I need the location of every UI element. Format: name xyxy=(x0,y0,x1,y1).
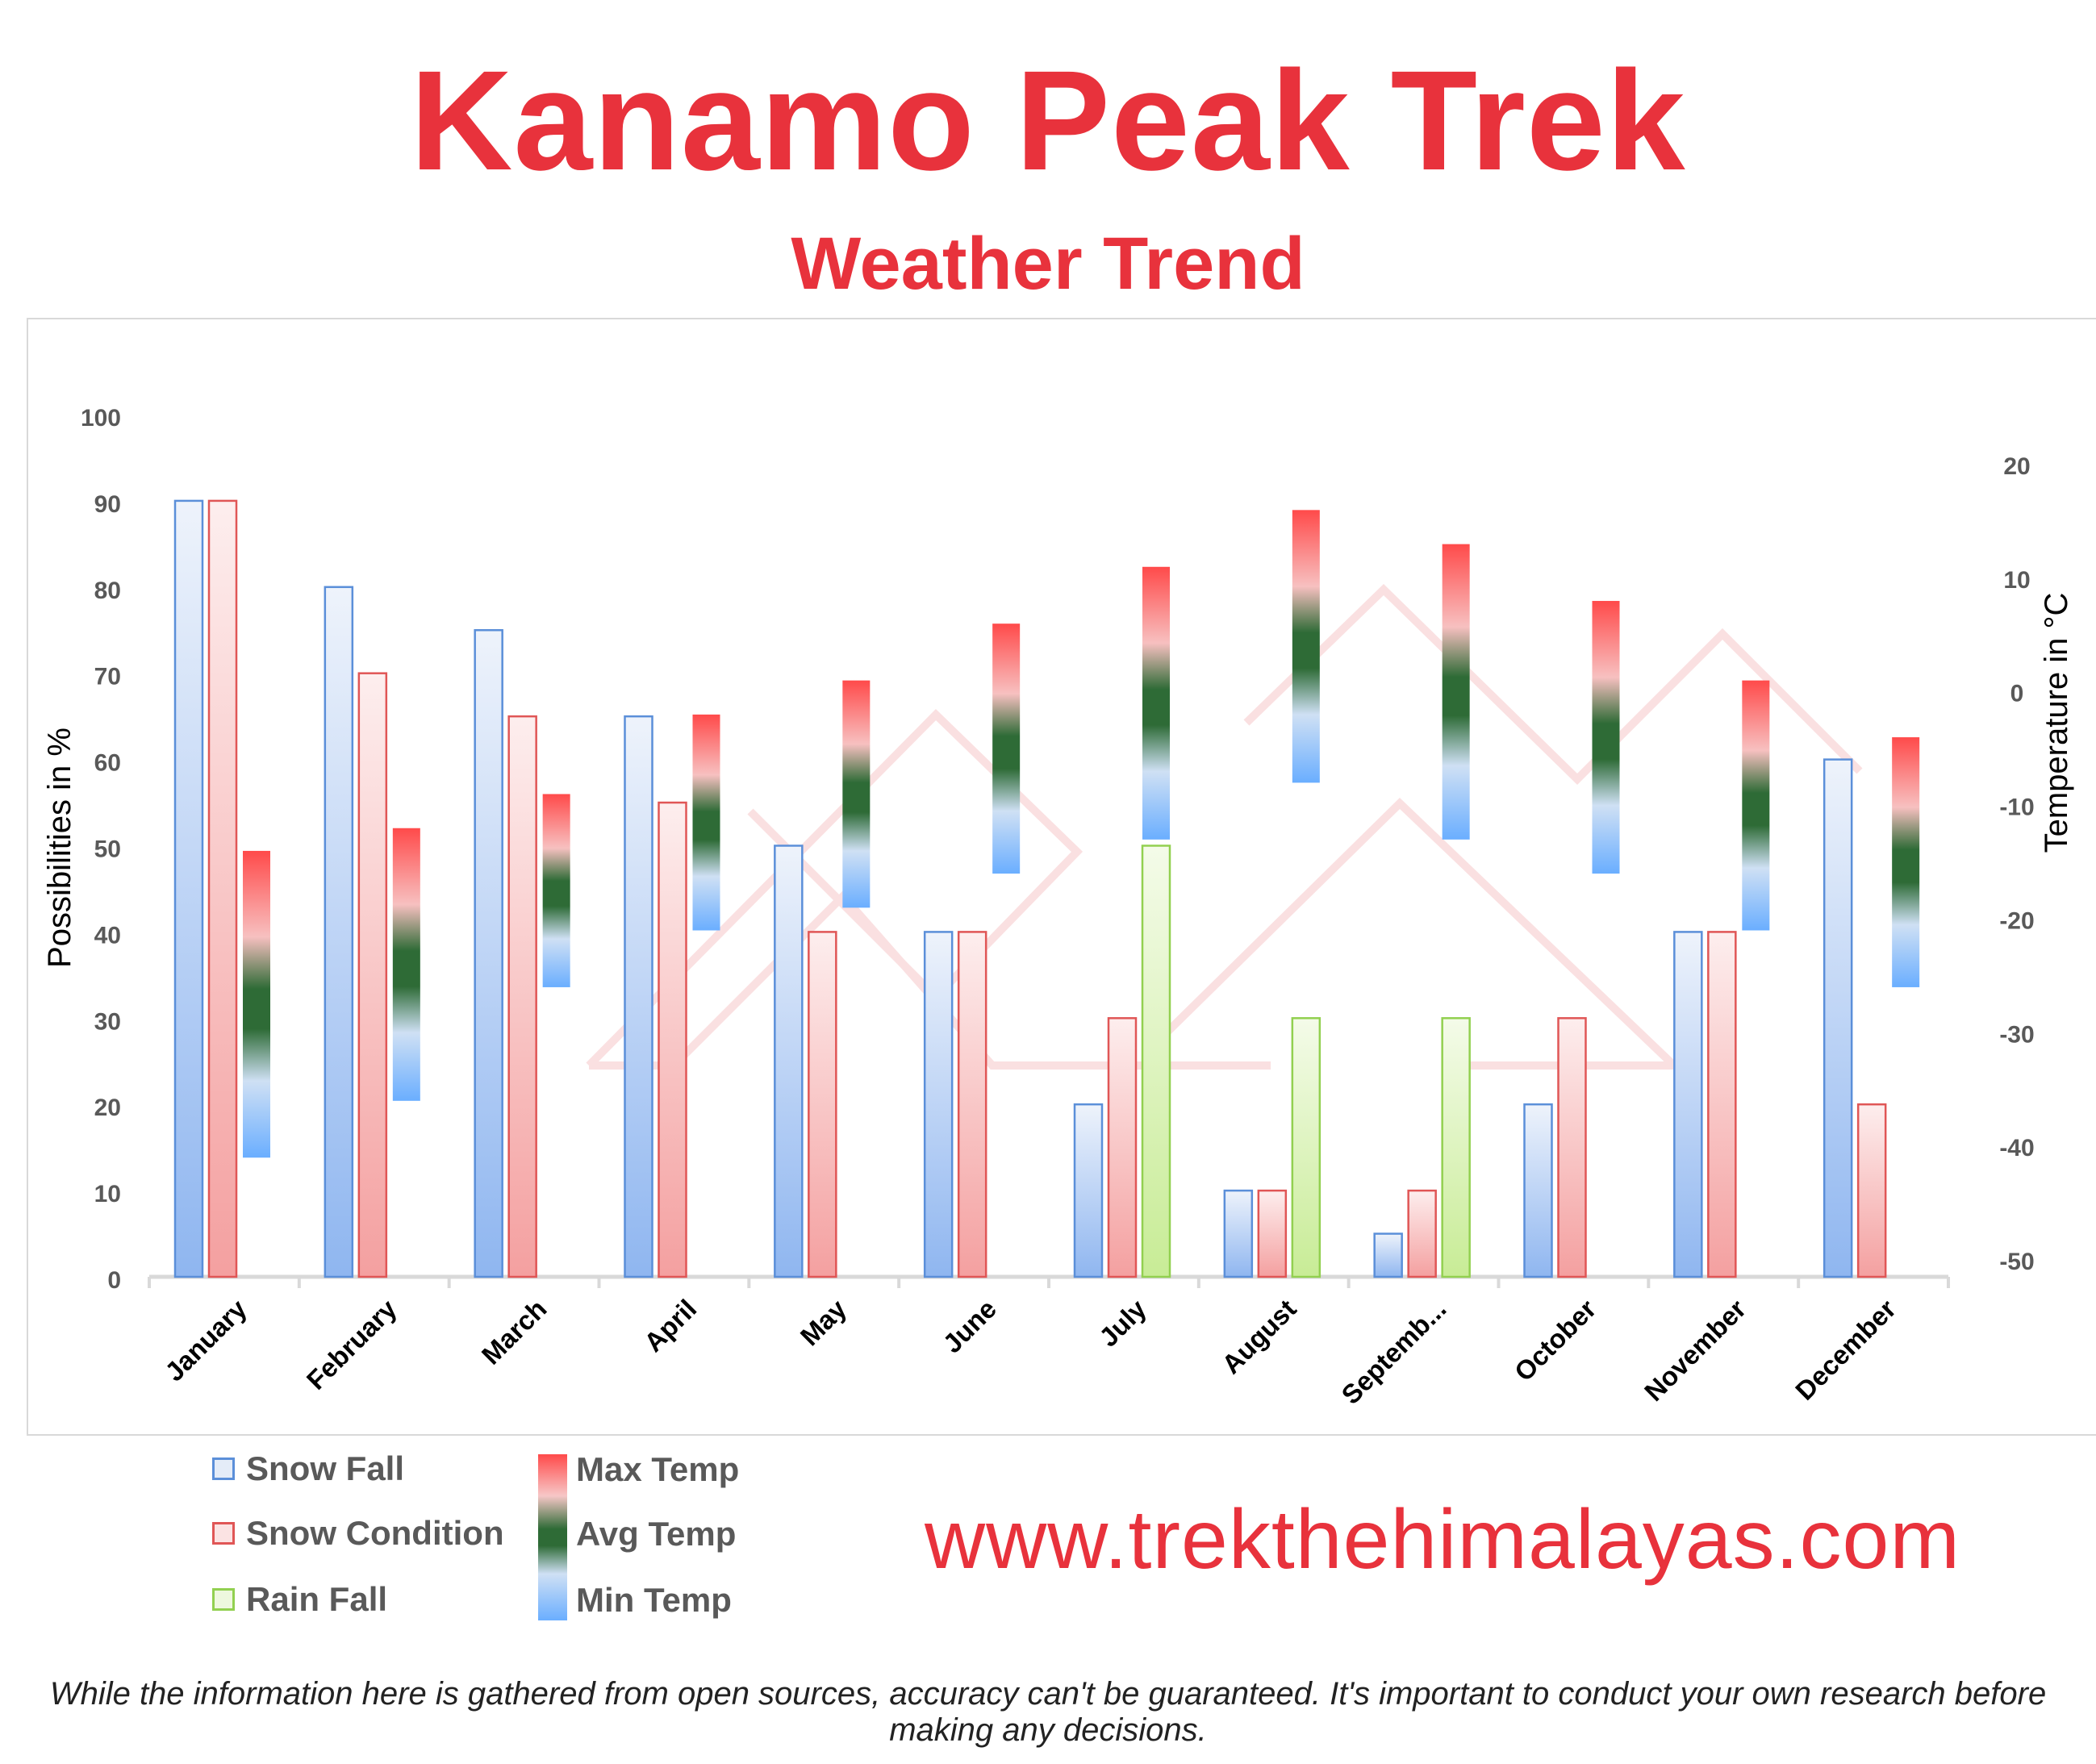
y-tick-label: 50 xyxy=(94,836,121,863)
snow-condition-bar xyxy=(1707,931,1737,1278)
page-subtitle: Weather Trend xyxy=(791,223,1305,305)
temperature-range-bar xyxy=(1892,737,1920,987)
x-tick-label: November xyxy=(1639,1294,1752,1407)
x-tick-label: May xyxy=(795,1293,853,1351)
snow-condition-swatch xyxy=(212,1522,235,1545)
snow-condition-bar xyxy=(357,672,388,1278)
y-tick-label: 70 xyxy=(94,664,121,690)
snow-fall-bar xyxy=(1373,1232,1403,1278)
temperature-range-bar xyxy=(243,850,270,1158)
rain-fall-bar xyxy=(1141,844,1171,1278)
page-title: Kanamo Peak Trek xyxy=(410,42,1686,200)
rain-fall-bar xyxy=(1441,1017,1471,1278)
snow-fall-swatch xyxy=(212,1457,235,1480)
snow-fall-bar xyxy=(774,844,804,1278)
x-tick-label: January xyxy=(159,1293,253,1387)
temperature-range-bar xyxy=(992,623,1021,874)
y-axis-title: Possibilities in % xyxy=(42,728,77,968)
legend-snow-condition: Snow Condition xyxy=(212,1514,504,1553)
x-tick-label: August xyxy=(1216,1294,1302,1380)
legend-rain-fall: Rain Fall xyxy=(212,1580,387,1619)
rain-fall-swatch xyxy=(212,1588,235,1611)
x-tick-label: July xyxy=(1093,1293,1152,1352)
x-tick-label: Septemb... xyxy=(1335,1294,1451,1410)
x-tick-label: December xyxy=(1789,1294,1902,1406)
snow-condition-bar xyxy=(957,931,987,1278)
y2-tick-label: -50 xyxy=(1999,1249,2034,1275)
temperature-legend-gradient xyxy=(538,1454,567,1620)
snow-fall-bar xyxy=(474,629,503,1278)
temperature-range-bar xyxy=(842,680,871,908)
temperature-range-bar xyxy=(1592,601,1620,874)
y-tick-label: 30 xyxy=(94,1008,121,1035)
y-tick-label: 80 xyxy=(94,578,121,604)
snow-condition-bar xyxy=(1856,1103,1887,1278)
x-tick-label: April xyxy=(638,1294,702,1357)
snow-condition-bar xyxy=(1407,1189,1437,1278)
y2-tick-label: -20 xyxy=(1999,907,2034,934)
snow-fall-bar xyxy=(324,586,354,1278)
y-tick-label: 100 xyxy=(81,405,121,432)
temperature-range-bar xyxy=(392,828,420,1101)
website-url: www.trekthehimalayas.com xyxy=(925,1493,1960,1587)
disclaimer: While the information here is gathered f… xyxy=(49,1676,2047,1748)
legend-max-temp: Max Temp xyxy=(576,1450,740,1488)
x-tick-label: October xyxy=(1509,1294,1602,1387)
snow-fall-bar xyxy=(1073,1103,1104,1278)
x-tick-label: March xyxy=(476,1294,553,1370)
snow-fall-bar xyxy=(624,715,653,1278)
y2-tick-label: 0 xyxy=(2010,681,2024,707)
legend-avg-temp: Avg Temp xyxy=(576,1515,737,1553)
bars xyxy=(173,499,1920,1278)
snow-fall-bar xyxy=(923,931,954,1278)
snow-condition-bar xyxy=(207,499,238,1278)
temperature-range-bar xyxy=(1142,566,1170,840)
snow-fall-bar xyxy=(1823,758,1853,1278)
y-tick-label: 60 xyxy=(94,750,121,777)
snow-fall-bar xyxy=(1673,931,1703,1278)
rain-fall-bar xyxy=(1291,1017,1321,1278)
x-tick-label: February xyxy=(301,1293,403,1395)
y2-tick-label: -40 xyxy=(1999,1135,2034,1161)
temperature-range-bar xyxy=(1442,544,1470,840)
chart-area: 0 10 20 30 40 50 60 70 80 90 100 -50 -40 -30 -20 -10 0 10… xyxy=(27,318,2096,1436)
temperature-range-bar xyxy=(1742,680,1770,931)
snow-fall-bar xyxy=(173,499,204,1278)
snow-condition-bar xyxy=(1107,1017,1138,1278)
snow-condition-bar xyxy=(1257,1189,1288,1278)
y2-tick-label: -30 xyxy=(1999,1021,2034,1048)
snow-condition-bar xyxy=(1557,1017,1587,1278)
snow-condition-bar xyxy=(658,801,687,1278)
temperature-range-bar xyxy=(1292,510,1320,783)
legend-snow-fall: Snow Fall xyxy=(212,1449,404,1488)
y-tick-label: 40 xyxy=(94,922,121,949)
y-tick-label: 90 xyxy=(94,491,121,518)
y-tick-label: 0 xyxy=(107,1267,121,1294)
snow-condition-bar xyxy=(808,931,837,1278)
x-tick-label: June xyxy=(937,1294,1002,1359)
y2-tick-label: 10 xyxy=(2003,567,2030,594)
y2-tick-label: 20 xyxy=(2003,453,2030,480)
weather-chart: 0 10 20 30 40 50 60 70 80 90 100 -50 -40 -30 -20 -10 0 10… xyxy=(42,405,2074,1410)
temperature-range-bar xyxy=(692,714,720,931)
y2-axis-title: Temperature in °C xyxy=(2039,593,2074,853)
snow-fall-bar xyxy=(1523,1103,1553,1278)
axes xyxy=(148,1274,1950,1288)
y-tick-label: 20 xyxy=(94,1095,121,1121)
snow-condition-bar xyxy=(507,715,537,1278)
legend-min-temp: Min Temp xyxy=(576,1581,732,1619)
y2-tick-label: -10 xyxy=(1999,794,2034,821)
snow-fall-bar xyxy=(1223,1189,1254,1278)
y-tick-label: 10 xyxy=(94,1181,121,1207)
temperature-range-bar xyxy=(542,794,570,987)
